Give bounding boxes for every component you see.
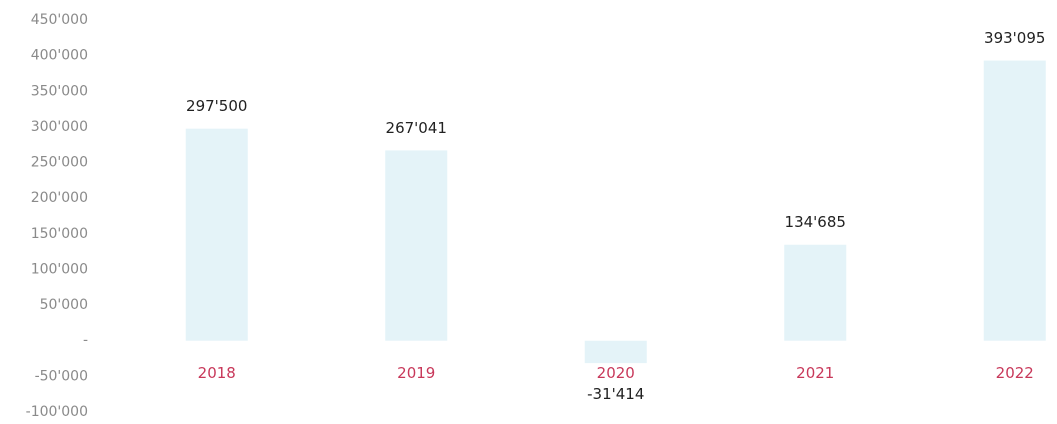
x-tick-label: 2019 bbox=[397, 364, 435, 382]
value-label: 393'095 bbox=[984, 29, 1045, 47]
y-tick-label: 250'000 bbox=[31, 155, 88, 171]
bar bbox=[185, 128, 248, 341]
y-tick-label: 450'000 bbox=[31, 12, 88, 28]
y-tick-label: 100'000 bbox=[31, 261, 88, 277]
y-tick-label: 50'000 bbox=[40, 297, 88, 313]
bar bbox=[584, 340, 647, 364]
x-tick-label: 2018 bbox=[198, 364, 236, 382]
y-tick-label: 200'000 bbox=[31, 190, 88, 206]
y-tick-label: 300'000 bbox=[31, 119, 88, 135]
value-label: 134'685 bbox=[785, 213, 846, 231]
value-label: 267'041 bbox=[386, 119, 447, 137]
value-label: -31'414 bbox=[587, 385, 644, 403]
y-tick-label: -100'000 bbox=[26, 404, 88, 420]
x-tick-label: 2022 bbox=[996, 364, 1034, 382]
x-tick-label: 2021 bbox=[796, 364, 834, 382]
y-tick-label: -50'000 bbox=[35, 368, 88, 384]
bar bbox=[784, 244, 847, 341]
bar bbox=[983, 60, 1046, 341]
x-tick-label: 2020 bbox=[597, 364, 635, 382]
value-label: 297'500 bbox=[186, 97, 247, 115]
y-tick-label: 350'000 bbox=[31, 83, 88, 99]
y-tick-label: - bbox=[83, 333, 88, 349]
y-tick-label: 400'000 bbox=[31, 48, 88, 64]
bar bbox=[385, 150, 448, 341]
y-tick-label: 150'000 bbox=[31, 226, 88, 242]
